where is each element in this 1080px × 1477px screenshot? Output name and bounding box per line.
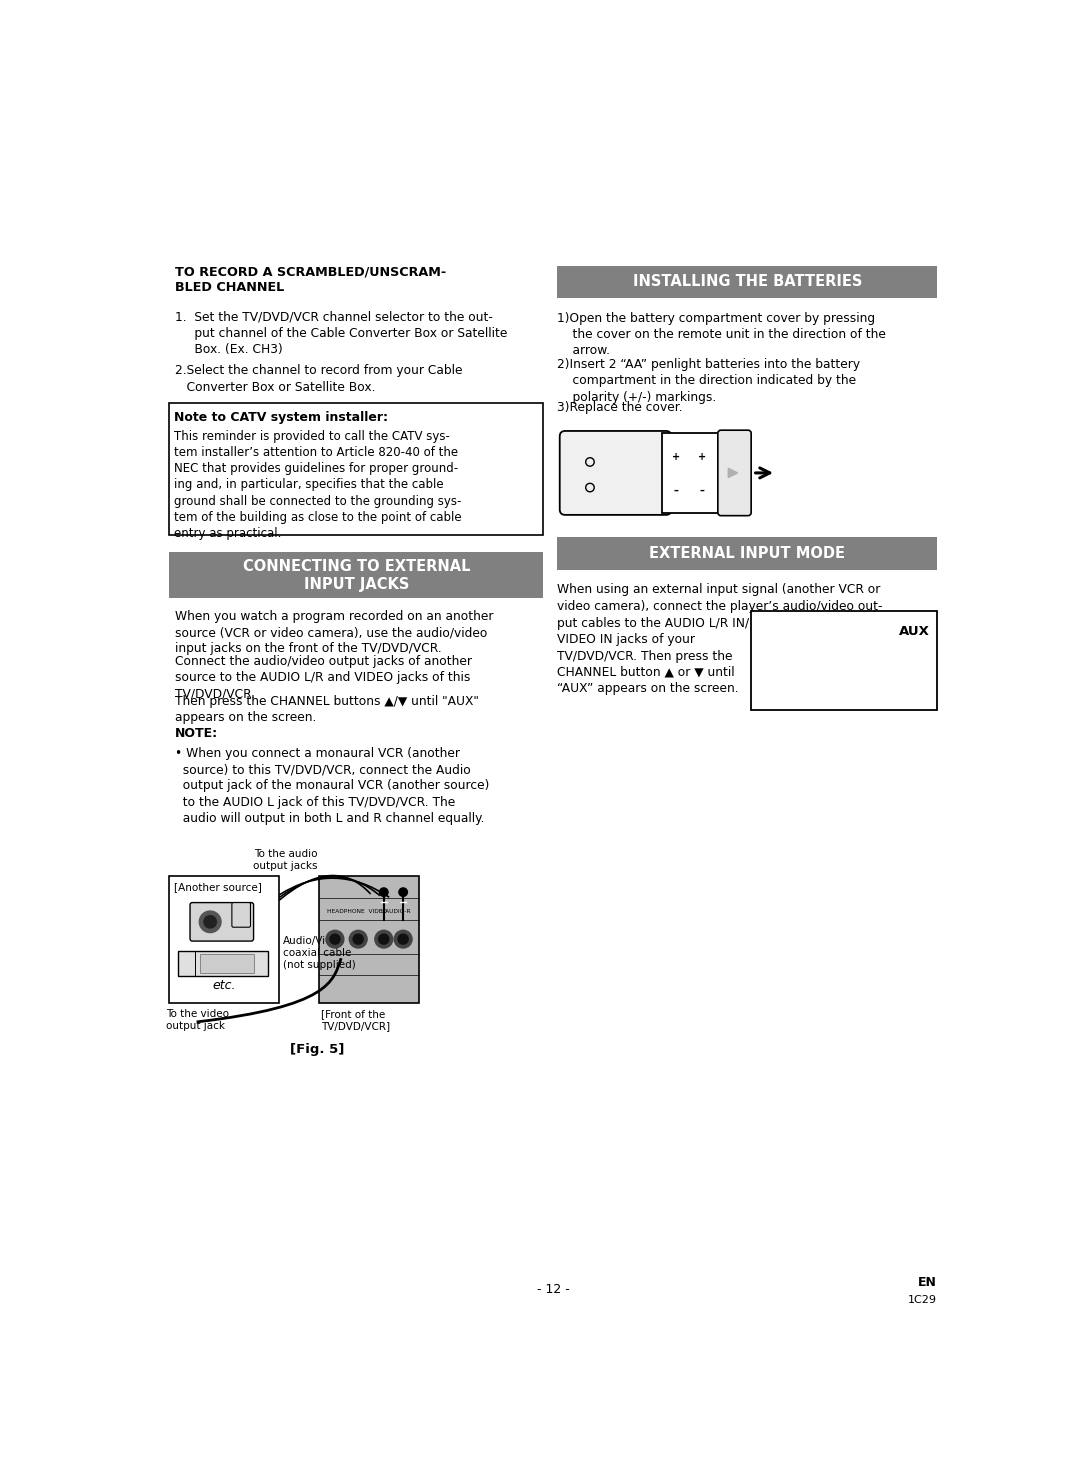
Text: NOTE:: NOTE:: [175, 727, 218, 740]
Text: etc.: etc.: [213, 979, 235, 993]
Text: Audio/Video
coaxial cable
(not supplied): Audio/Video coaxial cable (not supplied): [283, 936, 355, 970]
Bar: [320, 876, 419, 1003]
Text: [Front of the
TV/DVD/VCR]: [Front of the TV/DVD/VCR]: [321, 1009, 390, 1031]
Text: INSTALLING THE BATTERIES: INSTALLING THE BATTERIES: [633, 275, 862, 289]
Text: –: –: [674, 486, 678, 495]
Text: • When you connect a monaural VCR (another
  source) to this TV/DVD/VCR, connect: • When you connect a monaural VCR (anoth…: [175, 747, 489, 824]
Text: –: –: [700, 486, 705, 495]
Text: EN: EN: [918, 1276, 937, 1289]
Text: To the video
output jack: To the video output jack: [166, 1009, 229, 1031]
Text: TO RECORD A SCRAMBLED/UNSCRAM-
BLED CHANNEL: TO RECORD A SCRAMBLED/UNSCRAM- BLED CHAN…: [175, 266, 446, 294]
Circle shape: [200, 911, 221, 932]
Circle shape: [204, 916, 216, 928]
Bar: [170, 876, 279, 1003]
Text: EXTERNAL INPUT MODE: EXTERNAL INPUT MODE: [649, 546, 846, 561]
Text: This reminder is provided to call the CATV sys-
tem installer’s attention to Art: This reminder is provided to call the CA…: [174, 430, 461, 541]
Text: +: +: [699, 452, 706, 462]
Text: 3)Replace the cover.: 3)Replace the cover.: [557, 400, 683, 414]
Text: AUX: AUX: [899, 625, 930, 638]
Circle shape: [375, 931, 393, 948]
Text: [Fig. 5]: [Fig. 5]: [289, 1043, 345, 1056]
Bar: [557, 538, 937, 570]
Circle shape: [379, 933, 389, 944]
Text: Then press the CHANNEL buttons ▲/▼ until "AUX"
appears on the screen.: Then press the CHANNEL buttons ▲/▼ until…: [175, 694, 480, 724]
Circle shape: [399, 888, 407, 897]
Bar: [200, 954, 255, 973]
Circle shape: [379, 888, 388, 897]
Circle shape: [394, 931, 413, 948]
Circle shape: [329, 933, 340, 944]
Circle shape: [326, 931, 343, 948]
Text: Note to CATV system installer:: Note to CATV system installer:: [174, 411, 388, 424]
Text: When you watch a program recorded on an another
source (VCR or video camera), us: When you watch a program recorded on an …: [175, 610, 494, 656]
Bar: [170, 403, 543, 535]
Circle shape: [353, 933, 363, 944]
FancyBboxPatch shape: [559, 431, 672, 515]
Bar: [557, 266, 937, 298]
Bar: [662, 433, 718, 513]
Text: +: +: [672, 452, 680, 462]
FancyBboxPatch shape: [232, 902, 251, 928]
Text: 2)Insert 2 “AA” penlight batteries into the battery
    compartment in the direc: 2)Insert 2 “AA” penlight batteries into …: [557, 359, 861, 403]
Text: To the audio
output jacks: To the audio output jacks: [253, 849, 318, 870]
Bar: [752, 611, 937, 709]
FancyBboxPatch shape: [718, 430, 752, 515]
Text: - 12 -: - 12 -: [537, 1284, 570, 1297]
Bar: [170, 552, 543, 598]
Text: When using an external input signal (another VCR or
video camera), connect the p: When using an external input signal (ano…: [557, 583, 883, 613]
Text: L-AUDIO-R: L-AUDIO-R: [380, 908, 410, 914]
Text: 1.  Set the TV/DVD/VCR channel selector to the out-
     put channel of the Cabl: 1. Set the TV/DVD/VCR channel selector t…: [175, 310, 508, 356]
Text: 2.Select the channel to record from your Cable
   Converter Box or Satellite Box: 2.Select the channel to record from your…: [175, 365, 463, 393]
Text: CONNECTING TO EXTERNAL
INPUT JACKS: CONNECTING TO EXTERNAL INPUT JACKS: [243, 560, 470, 591]
Text: put cables to the AUDIO L/R IN/
VIDEO IN jacks of your
TV/DVD/VCR. Then press th: put cables to the AUDIO L/R IN/ VIDEO IN…: [557, 617, 750, 696]
Text: 1)Open the battery compartment cover by pressing
    the cover on the remote uni: 1)Open the battery compartment cover by …: [557, 312, 887, 357]
Text: [Another source]: [Another source]: [174, 882, 261, 892]
FancyBboxPatch shape: [190, 902, 254, 941]
Circle shape: [399, 933, 408, 944]
Text: HEADPHONE  VIDEO: HEADPHONE VIDEO: [327, 908, 388, 914]
Polygon shape: [728, 468, 738, 477]
Text: 1C29: 1C29: [908, 1295, 937, 1304]
Bar: [178, 951, 268, 976]
Text: Connect the audio/video output jacks of another
source to the AUDIO L/R and VIDE: Connect the audio/video output jacks of …: [175, 654, 472, 700]
Circle shape: [349, 931, 367, 948]
